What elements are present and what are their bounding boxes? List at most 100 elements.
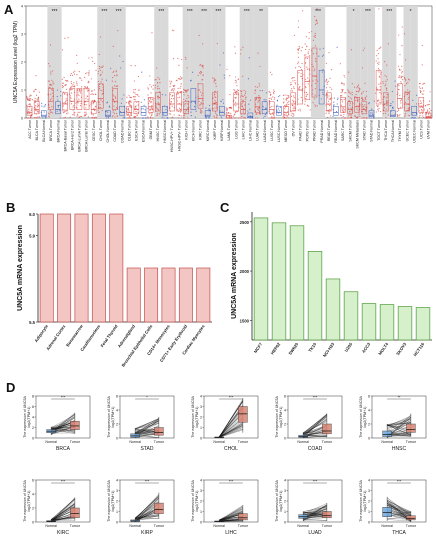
data-point <box>70 73 72 75</box>
data-point <box>142 117 144 119</box>
data-point <box>341 89 343 91</box>
data-point <box>293 95 295 97</box>
paired-line <box>219 422 243 438</box>
data-point <box>416 94 418 96</box>
data-point <box>111 116 113 118</box>
data-point <box>399 106 402 108</box>
y-tick-label: 2 <box>368 422 370 426</box>
data-point <box>49 99 52 101</box>
paired-line <box>219 429 243 438</box>
data-point <box>349 104 351 106</box>
data-point <box>353 86 356 88</box>
data-point <box>63 111 65 113</box>
data-point <box>385 83 387 85</box>
data-point <box>133 115 135 117</box>
data-point <box>197 74 199 76</box>
data-point <box>379 101 381 104</box>
data-point <box>282 115 284 117</box>
y-tick-label: 0 <box>21 117 23 121</box>
data-point <box>337 97 339 99</box>
data-point <box>420 109 423 111</box>
data-point <box>71 85 73 87</box>
data-point <box>292 104 294 107</box>
data-point <box>73 113 75 115</box>
data-point <box>201 64 203 66</box>
data-point <box>316 8 318 10</box>
category-label: KIRC Tumor <box>199 119 203 140</box>
x-tick-label: Tumor <box>154 440 165 444</box>
data-point <box>421 109 423 112</box>
significance-label: *** <box>61 480 66 484</box>
data-point <box>357 98 359 101</box>
data-point <box>36 98 38 100</box>
data-point <box>78 98 80 100</box>
data-point <box>376 49 378 52</box>
category-label: GBM Tumor <box>149 119 153 139</box>
data-point <box>293 77 295 79</box>
y-axis-label: log2(TPM+1) <box>279 491 283 512</box>
data-point <box>419 82 421 85</box>
data-point <box>419 112 421 115</box>
tumor-box <box>70 420 80 430</box>
data-point <box>258 99 260 101</box>
data-point <box>296 104 298 106</box>
data-point <box>361 93 363 95</box>
data-point <box>383 107 386 109</box>
data-point <box>49 44 52 46</box>
data-point <box>52 92 54 94</box>
box <box>83 88 90 110</box>
data-point <box>378 61 380 63</box>
subplot-title: KIRC <box>57 530 69 536</box>
data-point <box>312 39 315 41</box>
data-point <box>409 90 411 93</box>
data-point <box>326 90 328 92</box>
data-point <box>407 98 409 100</box>
data-point <box>155 106 157 109</box>
y-tick-label: 6 <box>368 394 370 398</box>
data-point <box>377 52 379 55</box>
data-point <box>330 115 332 117</box>
y-tick-label: 4 <box>32 415 34 419</box>
data-point <box>233 89 235 91</box>
data-point <box>291 112 293 115</box>
data-point <box>364 96 366 99</box>
data-point <box>147 88 149 90</box>
data-point <box>405 93 407 95</box>
data-point <box>386 94 389 96</box>
data-point <box>115 97 117 99</box>
data-point <box>87 82 89 84</box>
data-point <box>123 116 125 118</box>
data-point <box>122 117 124 119</box>
subplot-title: LUAD <box>308 530 322 536</box>
category-label: THCA Normal <box>391 120 395 142</box>
data-point <box>386 79 388 81</box>
data-point <box>398 88 400 91</box>
data-point <box>84 86 86 88</box>
data-point <box>249 117 251 119</box>
data-point <box>407 78 410 80</box>
data-point <box>415 103 418 105</box>
data-point <box>401 72 403 74</box>
data-point <box>120 102 122 104</box>
data-point <box>365 90 367 93</box>
data-point <box>401 65 403 68</box>
data-point <box>329 86 331 88</box>
data-point <box>28 110 30 113</box>
tumor-box <box>406 515 416 521</box>
data-point <box>77 102 79 104</box>
box <box>254 97 261 113</box>
data-point <box>398 34 400 36</box>
data-point <box>169 113 172 115</box>
plot-frame <box>371 395 427 439</box>
data-point <box>97 70 99 73</box>
data-point <box>276 99 278 101</box>
data-point <box>378 83 380 85</box>
data-point <box>277 96 280 98</box>
box <box>133 101 140 115</box>
data-point <box>257 97 260 99</box>
data-point <box>249 115 251 117</box>
data-point <box>330 69 333 71</box>
y-tick-label: 0 <box>368 436 370 440</box>
data-point <box>288 96 290 98</box>
